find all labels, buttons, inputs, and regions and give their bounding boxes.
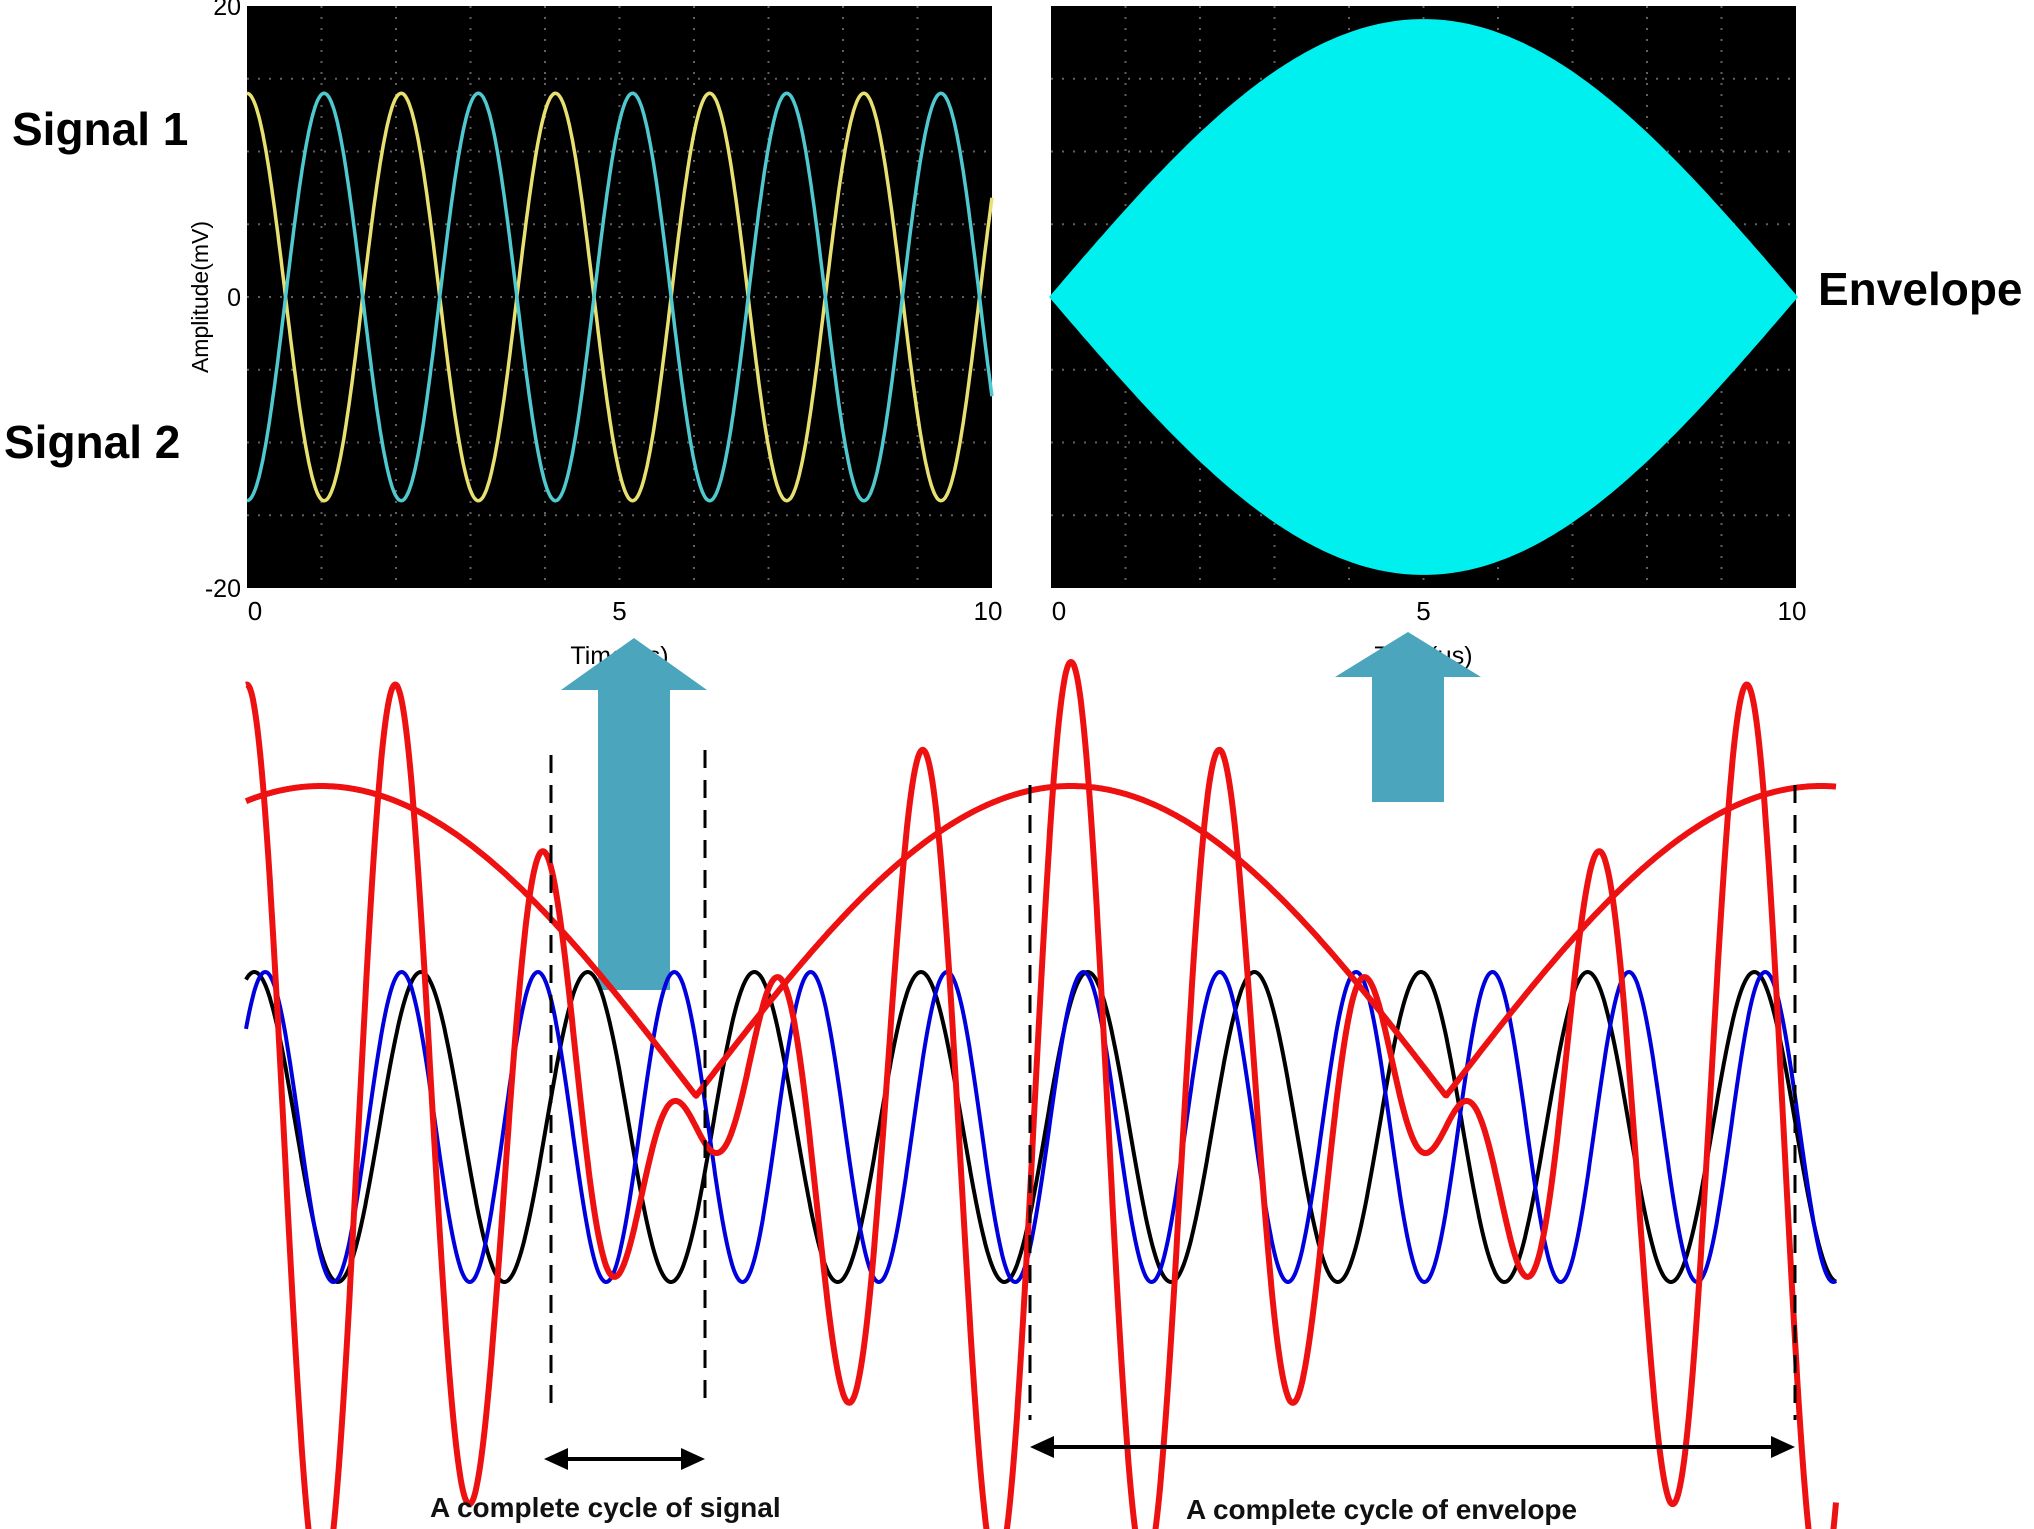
signal-cycle-arrow [544,1448,705,1470]
red-sum-wave [244,659,1839,1529]
x-tick-label: 0 [1052,596,1066,626]
envelope-fill [1049,19,1798,575]
cycle-envelope-label: A complete cycle of envelope [1186,1494,1578,1525]
scope-panel-1 [246,6,994,588]
signal-2-trace [246,91,994,503]
y-tick-label: -20 [205,575,241,603]
y-tick-label: 20 [213,0,241,21]
signal2-label: Signal 2 [4,416,181,468]
y-axis-label: Amplitude(mV) [187,221,213,373]
signal-1-trace [246,91,994,503]
right-up-arrow [1335,632,1481,802]
red-envelope-curve [244,783,1838,1099]
x-tick-label: 10 [1778,596,1807,626]
x-tick-label: 5 [612,596,626,626]
x-tick-label: 0 [248,596,262,626]
x-tick-label: 10 [974,596,1003,626]
cycle-signal-label: A complete cycle of signal [430,1492,781,1523]
x-tick-label: 5 [1416,596,1430,626]
envelope-label: Envelope [1818,263,2023,315]
scope-panel-2 [1049,6,1798,588]
y-tick-label: 0 [227,284,241,312]
signal1-label: Signal 1 [12,103,189,155]
envelope-cycle-arrow [1030,1436,1795,1458]
left-up-arrow [561,638,707,990]
